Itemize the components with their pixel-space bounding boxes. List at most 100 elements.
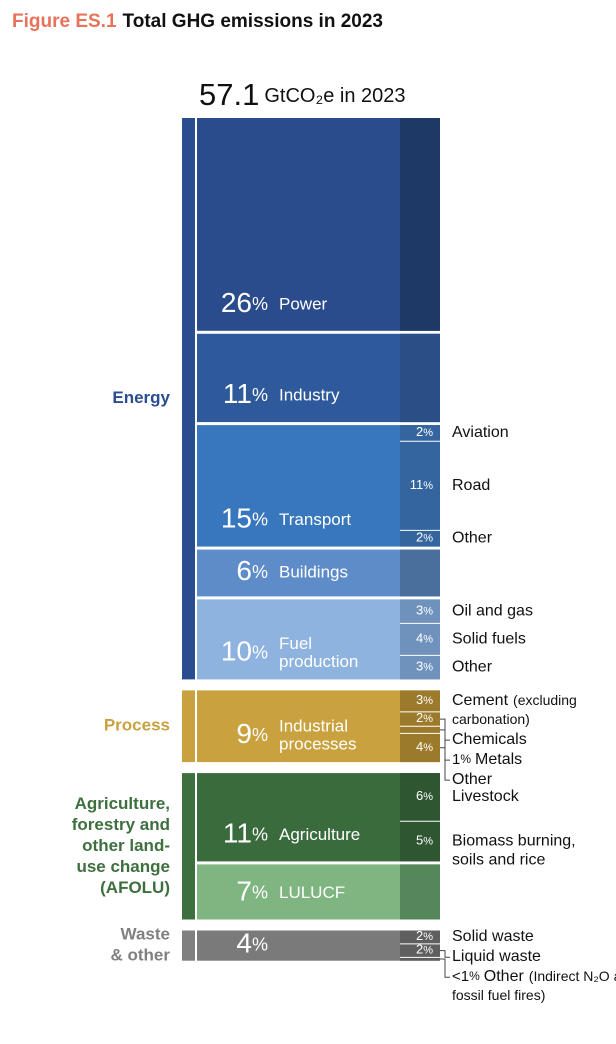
sub-label: Biomass burning, — [452, 833, 576, 850]
percent-sign: % — [423, 931, 433, 943]
sector-bar — [197, 930, 440, 961]
sector-value: 11% — [223, 378, 268, 409]
sub-label-text: Solid fuels — [452, 631, 526, 648]
sub-label-text: Other — [452, 771, 493, 788]
sub-bar — [400, 773, 440, 822]
sub-label-text: Road — [452, 477, 490, 494]
sector-value: 15% — [221, 503, 268, 534]
sub-label: Livestock — [452, 788, 520, 805]
sub-bar — [400, 425, 440, 442]
group-label: Process — [104, 716, 170, 735]
sector-strip — [400, 549, 440, 597]
percent-sign: % — [423, 661, 433, 673]
sub-label: Chemicals — [452, 731, 527, 748]
group-bar — [182, 118, 195, 680]
sub-bar — [400, 726, 440, 734]
sector-value: 11% — [223, 818, 268, 849]
sub-bar — [400, 957, 440, 961]
group-bar — [182, 773, 195, 920]
sector-value: 4% — [236, 928, 268, 959]
sub-bar — [400, 530, 440, 547]
sector-value-number: 11 — [223, 378, 252, 409]
percent-sign: % — [423, 605, 433, 617]
sector-label: Industry — [279, 386, 340, 405]
sector-bar — [197, 690, 440, 763]
sector-value: 10% — [221, 636, 268, 667]
group-label: forestry and — [72, 815, 170, 834]
sector-label: Transport — [279, 510, 351, 529]
sector-label: Power — [279, 294, 328, 313]
sector-bar — [197, 864, 440, 920]
sub-label-text: Oil and gas — [452, 603, 533, 620]
sector-bar — [197, 118, 440, 331]
percent-sign: % — [460, 752, 471, 766]
sub-bar — [400, 599, 440, 624]
percent-sign: % — [252, 385, 268, 405]
sector-strip — [400, 118, 440, 331]
sector-label: Fuel — [279, 634, 312, 653]
sub-label: Aviation — [452, 424, 509, 441]
sector-bar — [197, 599, 440, 680]
leader-line — [440, 747, 450, 781]
sub-value-number: 5 — [416, 833, 423, 848]
percent-sign: % — [423, 532, 433, 544]
total-label: 57.1 GtCO₂e in 2023 — [199, 77, 406, 112]
percent-sign: % — [252, 934, 268, 954]
sub-label-text: Aviation — [452, 424, 509, 441]
sub-bar — [400, 690, 440, 712]
chart-title: Figure ES.1 Total GHG emissions in 2023 — [12, 11, 383, 32]
percent-sign: % — [252, 725, 268, 745]
sub-bar — [400, 821, 440, 862]
leader-line — [440, 950, 450, 958]
percent-sign: % — [423, 713, 433, 725]
sub-label: Other — [452, 530, 493, 547]
sub-note: fossil fuel fires) — [452, 987, 545, 1003]
sub-value: 2% — [416, 942, 433, 957]
sub-bar — [400, 441, 440, 531]
group-label: other land- — [82, 836, 170, 855]
sector-value: 7% — [236, 876, 268, 907]
sub-label-text: Biomass burning, — [452, 833, 576, 850]
sub-value: 4% — [416, 739, 433, 754]
sub-value-number: 2 — [416, 530, 423, 545]
sub-label-text: Metals — [475, 751, 522, 768]
group-label: Agriculture, — [75, 794, 170, 813]
sector-label: processes — [279, 735, 356, 754]
sector-value: 9% — [236, 718, 268, 749]
sub-label: Oil and gas — [452, 603, 533, 620]
sub-label: Other — [452, 659, 493, 676]
figure-number: Figure ES.1 — [12, 11, 117, 32]
sub-value-number: 2 — [416, 929, 423, 944]
sub-value-number: 11 — [410, 477, 424, 492]
sub-bar — [400, 655, 440, 680]
sector-label: Industrial — [279, 717, 348, 736]
sector-value-number: 26 — [221, 287, 252, 318]
sub-bar — [400, 930, 440, 944]
total-value: 57.1 — [199, 77, 259, 112]
percent-sign: % — [423, 835, 433, 847]
percent-sign: % — [423, 791, 433, 803]
sub-value: 3% — [416, 659, 433, 674]
sub-label-text: Cement — [452, 692, 509, 709]
sub-value-number: 3 — [416, 603, 423, 618]
sub-label-text: Other — [452, 530, 493, 547]
group-bar — [182, 930, 195, 961]
percent-sign: % — [252, 824, 268, 844]
percent-sign: % — [252, 509, 268, 529]
sub-label-text: Solid waste — [452, 928, 534, 945]
leader-line — [440, 729, 450, 761]
group-label: (AFOLU) — [100, 878, 170, 897]
percent-sign: % — [252, 294, 268, 314]
sector-bar — [197, 549, 440, 597]
percent-sign: % — [423, 633, 433, 645]
percent-sign: % — [423, 945, 433, 957]
sub-label-text: Other — [484, 968, 525, 985]
group-label: Waste — [121, 925, 170, 944]
sub-value-number: 2 — [416, 711, 423, 726]
percent-sign: % — [423, 695, 433, 707]
percent-sign: % — [252, 882, 268, 902]
sub-bar — [400, 733, 440, 763]
sector-value-number: 6 — [236, 555, 252, 586]
percent-sign: % — [469, 969, 480, 983]
